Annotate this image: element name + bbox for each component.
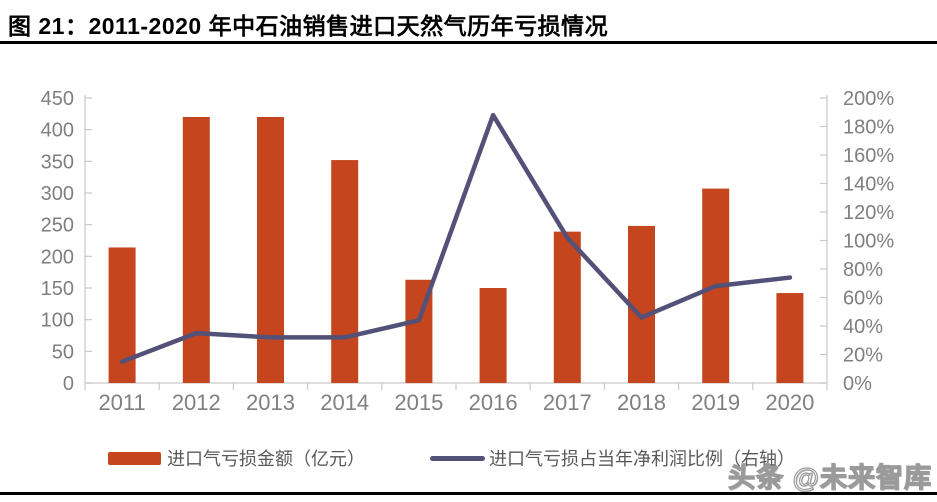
right-axis-tick-label: 20%	[843, 345, 883, 367]
bottom-rule	[0, 492, 937, 495]
x-axis-label-2017: 2017	[543, 390, 592, 415]
right-axis-tick-label: 40%	[843, 316, 883, 338]
x-axis-label-2016: 2016	[469, 390, 518, 415]
x-axis-label-2011: 2011	[98, 390, 145, 415]
title-underline-rule	[0, 41, 937, 44]
left-axis-tick-label: 250	[41, 215, 74, 237]
x-axis-label-2015: 2015	[394, 390, 443, 415]
left-axis-tick-label: 400	[41, 120, 74, 142]
left-axis-tick-label: 350	[41, 151, 74, 173]
bar-2017	[553, 231, 581, 383]
left-axis-tick-label: 100	[41, 310, 74, 332]
right-axis-tick-label: 160%	[843, 145, 894, 167]
watermark: 头条 @未来智库	[728, 462, 932, 493]
right-axis-tick-label: 60%	[843, 288, 883, 310]
right-axis-tick-label: 180%	[843, 117, 894, 139]
figure-title: 图 21：2011-2020 年中石油销售进口天然气历年亏损情况	[8, 13, 609, 39]
x-axis-label-2019: 2019	[691, 390, 740, 415]
x-axis-label-2014: 2014	[320, 390, 369, 415]
left-axis-tick-label: 50	[52, 341, 74, 363]
right-axis-tick-label: 100%	[843, 231, 894, 253]
x-axis-label-2018: 2018	[617, 390, 666, 415]
left-axis-tick-label: 150	[41, 278, 74, 300]
bar-2012	[182, 117, 210, 383]
left-axis-tick-label: 300	[41, 183, 74, 205]
x-axis-label-2020: 2020	[765, 390, 814, 415]
bar-2013	[257, 117, 284, 383]
bar-2020	[776, 293, 804, 383]
right-axis-tick-label: 140%	[843, 174, 894, 196]
left-axis-tick-label: 0	[63, 373, 74, 395]
x-axis-label-2013: 2013	[246, 390, 295, 415]
loss-ratio-line	[119, 112, 793, 364]
x-axis-label-2012: 2012	[172, 390, 221, 415]
bar-2016	[479, 288, 507, 383]
right-axis-tick-label: 0%	[843, 373, 872, 395]
bar-2014	[331, 160, 359, 383]
right-axis-tick-label: 200%	[843, 88, 894, 110]
right-axis-tick-label: 80%	[843, 259, 883, 281]
left-axis-tick-label: 450	[41, 88, 74, 110]
right-axis-tick-label: 120%	[843, 202, 894, 224]
left-axis-tick-label: 200	[41, 246, 74, 268]
